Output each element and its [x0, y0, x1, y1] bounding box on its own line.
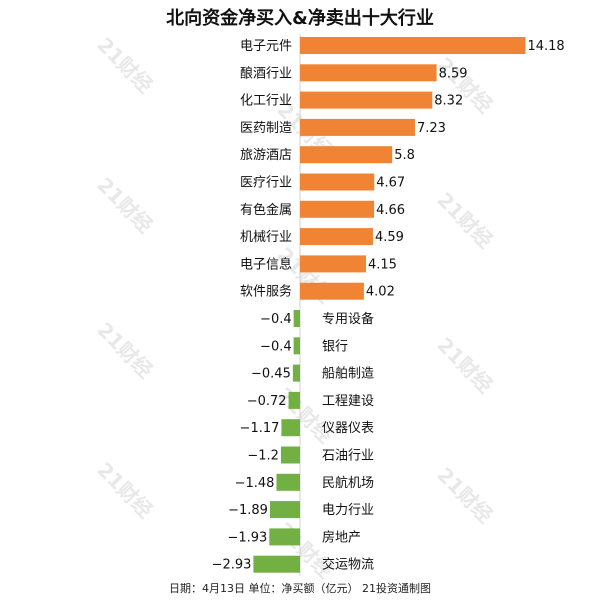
bar-3: [300, 118, 415, 136]
value-label: 14.18: [527, 39, 564, 54]
bar-14: [281, 419, 300, 437]
bar-7: [300, 228, 373, 246]
category-label: 银行: [322, 339, 348, 354]
value-label: 4.02: [366, 285, 395, 300]
bar-18: [269, 528, 300, 546]
category-label: 石油行业: [322, 449, 374, 464]
footer-note: 日期：4月13日 单位：净买额（亿元） 21投资通制图: [169, 582, 431, 595]
bar-16: [276, 473, 300, 491]
category-label: 仪器仪表: [322, 421, 374, 436]
value-label: 7.23: [417, 121, 446, 136]
bar-5: [300, 173, 375, 191]
bar-19: [253, 555, 300, 573]
value-label: −1.48: [235, 476, 275, 491]
value-label: 8.32: [434, 94, 463, 109]
bar-10: [293, 310, 300, 327]
bar-4: [300, 146, 393, 164]
bar-15: [280, 446, 300, 464]
bar-8: [300, 255, 366, 273]
value-label: 4.66: [376, 203, 405, 218]
category-label: 电子信息: [240, 256, 292, 272]
bar-9: [300, 282, 364, 300]
value-label: −1.89: [228, 503, 268, 518]
watermark: 21财经: [92, 33, 157, 98]
watermark: 21财经: [92, 173, 157, 238]
value-label: 8.59: [439, 66, 468, 81]
bar-11: [293, 337, 300, 355]
value-label: 4.59: [375, 230, 404, 245]
watermark: 21财经: [432, 188, 497, 253]
bar-0: [300, 37, 526, 54]
value-label: −1.2: [247, 449, 279, 464]
watermark: 21财经: [432, 463, 497, 528]
bar-12: [292, 364, 300, 382]
bar-2: [300, 91, 433, 109]
category-label: 有色金属: [240, 202, 292, 218]
value-label: −0.45: [251, 367, 291, 382]
category-label: 专用设备: [322, 311, 374, 327]
category-label: 电子元件: [240, 39, 292, 54]
bar-13: [288, 391, 300, 409]
bars-layer: 电子元件 14.18 酿酒行业 8.59 化工行业 8.32 医药制造 7.23 旅游酒店 5.8…: [212, 34, 565, 576]
category-label: 机械行业: [240, 230, 292, 245]
category-label: 旅游酒店: [240, 148, 292, 163]
category-label: 医药制造: [240, 121, 292, 136]
bar-6: [300, 200, 375, 218]
value-label: −0.4: [260, 312, 292, 327]
bar-1: [300, 64, 437, 82]
bar-17: [269, 501, 300, 519]
category-label: 交运物流: [322, 557, 374, 573]
chart-title: 北向资金净买入&净卖出十大行业: [166, 8, 434, 29]
category-label: 医疗行业: [240, 176, 292, 191]
category-label: 船舶制造: [322, 366, 374, 382]
value-label: −0.72: [247, 394, 287, 409]
category-label: 工程建设: [322, 394, 374, 409]
category-label: 酿酒行业: [240, 65, 292, 81]
value-label: 4.67: [376, 176, 405, 191]
watermark: 21财经: [272, 518, 337, 583]
watermark: 21财经: [92, 458, 157, 523]
value-label: −1.17: [240, 421, 280, 436]
category-label: 房地产: [322, 529, 361, 545]
value-label: 4.15: [368, 257, 397, 272]
value-label: −0.4: [260, 339, 292, 354]
value-label: 5.8: [394, 148, 415, 163]
category-label: 化工行业: [240, 94, 292, 109]
watermark: 21财经: [432, 333, 497, 398]
category-label: 软件服务: [240, 284, 292, 300]
value-label: −1.93: [227, 530, 267, 545]
watermark: 21财经: [92, 318, 157, 383]
category-label: 民航机场: [322, 475, 374, 491]
value-label: −2.93: [212, 558, 252, 573]
watermark: 21财经: [272, 383, 337, 448]
category-label: 电力行业: [322, 503, 374, 518]
